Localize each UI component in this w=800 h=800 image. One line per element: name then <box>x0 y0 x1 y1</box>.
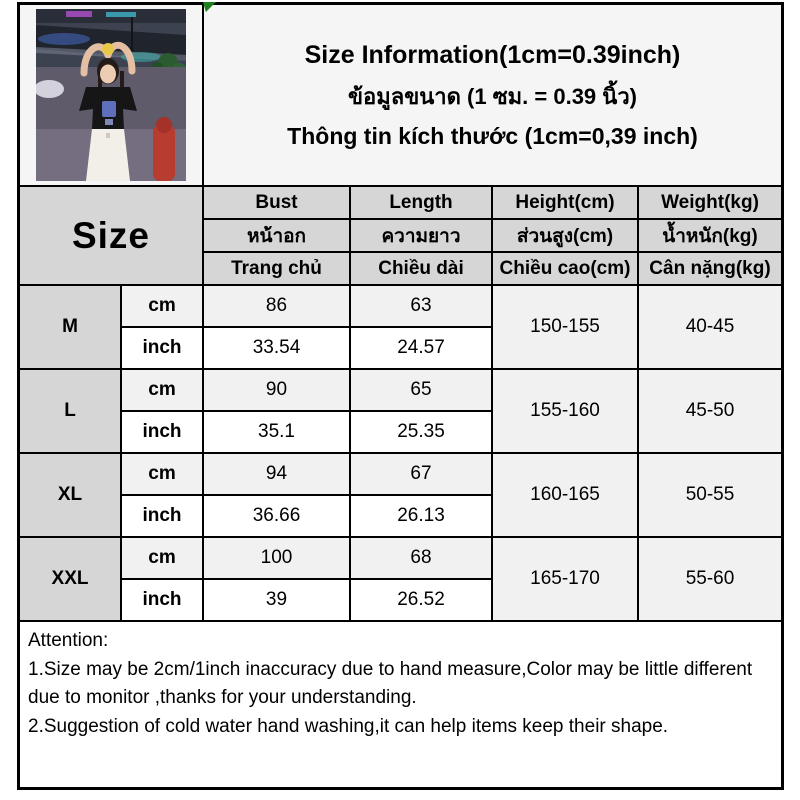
xxl-bust-inch: 39 <box>204 580 349 620</box>
m-height: 150-155 <box>493 286 637 368</box>
model-photo-cell <box>20 5 202 185</box>
size-label-xl: XL <box>20 454 120 536</box>
xl-bust-cm: 94 <box>204 454 349 494</box>
header-height-th: ส่วนสูง(cm) <box>493 220 637 251</box>
xl-weight: 50-55 <box>639 454 781 536</box>
header-weight-vi: Cân nặng(kg) <box>639 253 781 284</box>
xl-height: 160-165 <box>493 454 637 536</box>
m-weight: 40-45 <box>639 286 781 368</box>
size-label-l: L <box>20 370 120 452</box>
xxl-length-cm: 68 <box>351 538 491 578</box>
size-header-cell: Size <box>20 187 202 284</box>
xl-bust-inch: 36.66 <box>204 496 349 536</box>
xxl-bust-cm: 100 <box>204 538 349 578</box>
header-weight-th: น้ำหนัก(kg) <box>639 220 781 251</box>
unit-label-cm: cm <box>122 370 202 410</box>
header-height-vi: Chiều cao(cm) <box>493 253 637 284</box>
attention-note: Attention: 1.Size may be 2cm/1inch inacc… <box>20 622 781 787</box>
xl-length-inch: 26.13 <box>351 496 491 536</box>
attention-line-2: 2.Suggestion of cold water hand washing,… <box>28 715 669 737</box>
header-bust-vi: Trang chủ <box>204 253 349 284</box>
m-bust-inch: 33.54 <box>204 328 349 368</box>
m-length-cm: 63 <box>351 286 491 326</box>
header-bust-en: Bust <box>204 187 349 218</box>
green-corner-marker-icon <box>203 2 216 12</box>
size-label-xxl: XXL <box>20 538 120 620</box>
size-label-m: M <box>20 286 120 368</box>
attention-heading: Attention: <box>28 630 109 651</box>
xxl-weight: 55-60 <box>639 538 781 620</box>
unit-label-cm: cm <box>122 538 202 578</box>
unit-label-inch: inch <box>122 580 202 620</box>
l-length-inch: 25.35 <box>351 412 491 452</box>
header-length-th: ความยาว <box>351 220 491 251</box>
unit-label-inch: inch <box>122 412 202 452</box>
header-height-en: Height(cm) <box>493 187 637 218</box>
title-block: Size Information(1cm=0.39inch) ข้อมูลขนา… <box>204 5 781 185</box>
l-weight: 45-50 <box>639 370 781 452</box>
unit-label-inch: inch <box>122 328 202 368</box>
l-bust-cm: 90 <box>204 370 349 410</box>
unit-label-inch: inch <box>122 496 202 536</box>
title-thai: ข้อมูลขนาด (1 ซม. = 0.39 นิ้ว) <box>347 83 637 109</box>
unit-label-cm: cm <box>122 286 202 326</box>
attention-line-1: 1.Size may be 2cm/1inch inaccuracy due t… <box>28 658 753 709</box>
header-length-vi: Chiều dài <box>351 253 491 284</box>
title-english: Size Information(1cm=0.39inch) <box>304 40 681 69</box>
xxl-length-inch: 26.52 <box>351 580 491 620</box>
m-length-inch: 24.57 <box>351 328 491 368</box>
l-length-cm: 65 <box>351 370 491 410</box>
title-vietnamese: Thông tin kích thước (1cm=0,39 inch) <box>287 122 698 149</box>
l-height: 155-160 <box>493 370 637 452</box>
xxl-height: 165-170 <box>493 538 637 620</box>
header-bust-th: หน้าอก <box>204 220 349 251</box>
xl-length-cm: 67 <box>351 454 491 494</box>
header-weight-en: Weight(kg) <box>639 187 781 218</box>
m-bust-cm: 86 <box>204 286 349 326</box>
product-model-photo <box>36 9 186 181</box>
size-chart-table: Size Information(1cm=0.39inch) ข้อมูลขนา… <box>17 2 784 790</box>
header-length-en: Length <box>351 187 491 218</box>
l-bust-inch: 35.1 <box>204 412 349 452</box>
unit-label-cm: cm <box>122 454 202 494</box>
